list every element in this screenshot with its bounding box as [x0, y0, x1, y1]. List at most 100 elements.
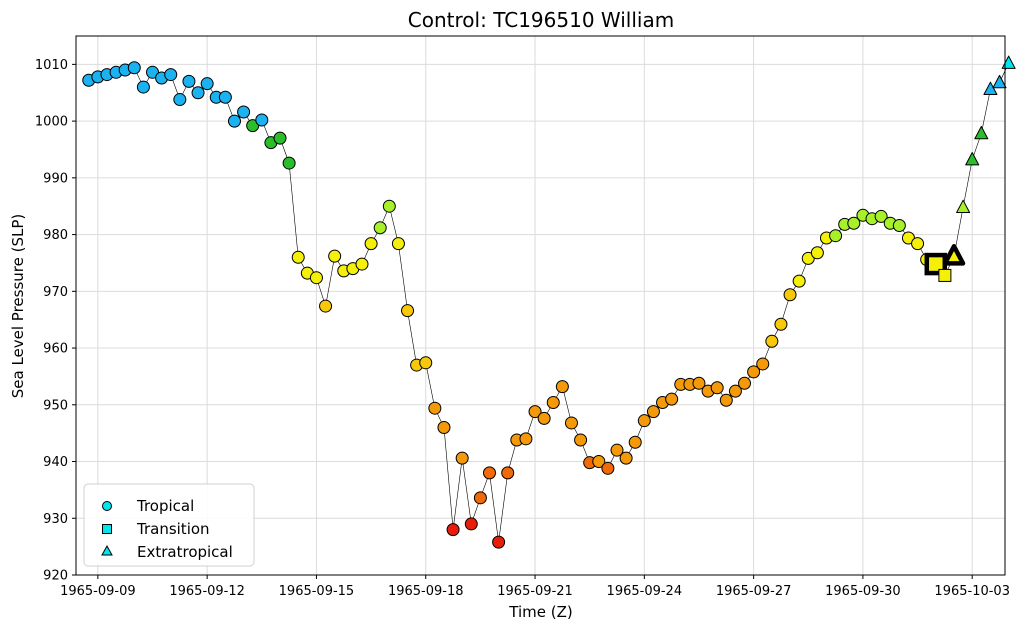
data-point-triangle	[956, 199, 971, 214]
data-point-circle	[555, 380, 569, 394]
y-tick-label: 1010	[35, 58, 68, 73]
data-point-circle	[619, 451, 633, 465]
x-tick-label: 1965-09-21	[497, 584, 573, 599]
data-point-circle	[646, 405, 660, 419]
data-point-circle	[391, 237, 405, 251]
data-point-circle	[282, 156, 296, 170]
data-point-circle	[309, 271, 323, 285]
legend-tropical-label: Tropical	[136, 497, 194, 515]
data-point-circle	[710, 381, 724, 395]
data-point-circle	[473, 491, 487, 505]
legend-transition-label: Transition	[136, 520, 210, 538]
data-point-circle	[446, 523, 460, 537]
y-tick-label: 940	[43, 455, 68, 470]
y-tick-label: 930	[43, 512, 68, 527]
data-point-circle	[319, 299, 333, 313]
data-point-circle	[255, 113, 269, 127]
data-point-circle	[728, 384, 742, 398]
data-point-circle	[564, 416, 578, 430]
data-point-circle	[810, 246, 824, 260]
data-point-circle	[182, 74, 196, 88]
data-point-circle	[637, 414, 651, 428]
legend-tropical-marker	[102, 501, 112, 511]
x-tick-label: 1965-09-18	[388, 584, 464, 599]
data-point-circle	[719, 393, 733, 407]
data-point-circle	[874, 209, 888, 223]
y-axis-ticks: 920 930 940 950 960 970 980 990 1000 1010	[35, 58, 76, 584]
data-point-circle	[747, 365, 761, 379]
x-tick-label: 1965-10-03	[934, 584, 1010, 599]
data-point-circle	[227, 114, 241, 128]
data-point-circle	[218, 90, 232, 104]
legend-transition-marker	[102, 524, 112, 534]
data-point-circle	[464, 517, 478, 531]
data-point-circle	[455, 451, 469, 465]
data-point-circle	[774, 317, 788, 331]
data-point-circle	[501, 466, 515, 480]
data-point-square	[938, 268, 952, 282]
y-tick-label: 960	[43, 342, 68, 357]
legend-extratropical-marker	[101, 544, 113, 556]
data-point-circle	[592, 455, 606, 469]
data-point-triangle	[965, 152, 980, 166]
data-point-circle	[911, 237, 925, 251]
data-point-circle	[892, 219, 906, 233]
data-point-triangle	[983, 81, 998, 96]
data-point-circle	[173, 93, 187, 107]
grid	[76, 36, 1005, 576]
legend-box	[83, 483, 255, 567]
markers	[82, 55, 1016, 549]
series-line	[88, 63, 1009, 543]
data-point-circle	[628, 435, 642, 449]
data-point-circle	[692, 376, 706, 390]
data-point-circle	[528, 405, 542, 419]
data-point-circle	[792, 274, 806, 288]
data-point-circle	[127, 61, 141, 75]
data-point-circle	[273, 131, 287, 145]
data-point-circle	[492, 535, 506, 549]
y-tick-label: 980	[43, 228, 68, 243]
data-point-circle	[829, 229, 843, 243]
data-point-circle	[756, 357, 770, 371]
data-point-circle	[164, 68, 178, 82]
data-point-circle	[537, 411, 551, 425]
y-tick-label: 990	[43, 171, 68, 186]
track-line	[88, 63, 1009, 543]
data-point-circle	[401, 304, 415, 318]
data-point-circle	[783, 288, 797, 302]
data-point-circle	[419, 356, 433, 370]
data-point-circle	[519, 432, 533, 446]
data-point-circle	[546, 396, 560, 410]
data-point-circle	[200, 77, 214, 91]
chart-title: Control: TC196510 William	[408, 8, 674, 32]
data-point-circle	[382, 199, 396, 213]
data-point-circle	[765, 334, 779, 348]
data-point-circle	[291, 250, 305, 264]
data-point-circle	[738, 376, 752, 390]
x-tick-label: 1965-09-12	[169, 584, 245, 599]
x-tick-label: 1965-09-27	[716, 584, 792, 599]
y-tick-label: 920	[43, 569, 68, 584]
data-point-circle	[364, 237, 378, 251]
data-point-circle	[328, 249, 342, 263]
data-point-circle	[665, 392, 679, 406]
x-tick-label: 1965-09-15	[279, 584, 355, 599]
legend: Tropical Transition Extratropical	[83, 483, 255, 567]
data-point-circle	[574, 433, 588, 447]
data-point-circle	[601, 461, 615, 475]
x-tick-label: 1965-09-30	[825, 584, 901, 599]
data-point-circle	[428, 401, 442, 415]
y-tick-label: 1000	[35, 115, 68, 130]
data-point-circle	[373, 221, 387, 235]
data-point-triangle	[974, 125, 989, 140]
data-point-circle	[482, 466, 496, 480]
plot-frame	[75, 35, 1006, 576]
x-axis-ticks: 1965-09-09 1965-09-12 1965-09-15 1965-09-18…	[60, 575, 1010, 599]
data-point-circle	[610, 443, 624, 457]
y-axis-title: Sea Level Pressure (SLP)	[9, 214, 27, 399]
y-tick-label: 970	[43, 285, 68, 300]
data-point-circle	[437, 420, 451, 434]
x-tick-label: 1965-09-09	[60, 584, 136, 599]
data-point-triangle	[992, 74, 1007, 89]
